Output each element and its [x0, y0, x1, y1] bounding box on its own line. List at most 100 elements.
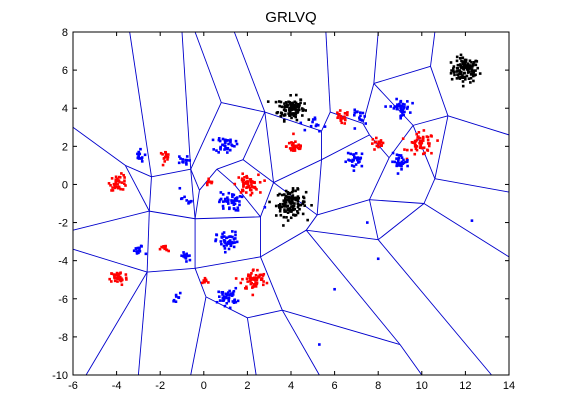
red-data-point — [245, 186, 248, 190]
red-data-point — [417, 131, 421, 134]
red-data-point — [338, 112, 341, 116]
y-tick-label: 8 — [62, 27, 68, 39]
red-data-point — [116, 185, 120, 189]
red-data-point — [250, 185, 254, 188]
blue-data-point — [221, 143, 224, 147]
red-data-point — [411, 141, 415, 144]
red-data-point — [252, 268, 255, 272]
y-tick-label: 2 — [62, 141, 68, 153]
blue-data-point — [220, 242, 223, 246]
red-data-point — [116, 280, 119, 283]
black-data-point — [294, 111, 298, 115]
blue-data-point — [358, 118, 362, 121]
boundary-line — [281, 309, 320, 376]
red-data-point — [346, 113, 349, 117]
red-data-point — [421, 135, 425, 139]
blue-data-point — [395, 105, 399, 108]
boundary-line — [325, 31, 331, 113]
blue-data-point — [140, 245, 143, 248]
black-data-point — [283, 193, 286, 196]
blue-data-point — [221, 296, 225, 300]
boundary-line — [305, 229, 401, 345]
blue-data-point — [240, 195, 244, 199]
blue-data-point — [215, 149, 218, 152]
black-data-point — [290, 205, 293, 208]
red-data-point — [428, 142, 431, 145]
black-data-point — [290, 112, 293, 115]
blue-data-point — [353, 108, 357, 112]
red-data-point — [288, 147, 292, 150]
black-data-point — [472, 60, 476, 64]
blue-data-point — [188, 200, 191, 203]
black-data-point — [286, 204, 290, 208]
red-data-point — [344, 112, 348, 115]
blue-data-point — [354, 152, 358, 155]
boundary-line — [147, 267, 196, 273]
blue-data-point — [179, 157, 182, 160]
blue-data-point — [138, 248, 141, 252]
blue-data-point — [231, 193, 234, 196]
red-data-point — [414, 147, 418, 150]
red-data-point — [114, 182, 118, 186]
red-data-point — [122, 173, 125, 177]
red-data-point — [202, 280, 206, 284]
black-data-point — [293, 202, 296, 205]
black-data-point — [452, 69, 455, 73]
black-data-point — [460, 59, 463, 63]
black-data-point — [281, 193, 284, 197]
red-data-point — [245, 176, 249, 180]
blue-data-point — [137, 150, 140, 154]
blue-data-point — [395, 97, 398, 101]
red-data-point — [113, 274, 116, 277]
red-data-point — [253, 181, 256, 185]
black-data-point — [274, 204, 278, 208]
black-data-point — [464, 58, 468, 62]
blue-data-point — [232, 238, 236, 241]
blue-data-point — [223, 247, 227, 250]
red-data-point — [164, 151, 167, 154]
red-data-point — [415, 132, 419, 136]
blue-data-point — [219, 191, 223, 194]
red-data-point — [380, 144, 383, 147]
blue-data-point — [219, 145, 222, 149]
blue-data-point — [376, 257, 380, 261]
black-data-point — [296, 210, 299, 213]
blue-data-point — [356, 158, 359, 162]
red-data-point — [254, 281, 257, 285]
boundary-line — [369, 157, 390, 200]
blue-data-point — [344, 160, 348, 164]
x-tick-label: 10 — [416, 380, 428, 392]
blue-data-point — [223, 304, 227, 308]
red-data-point — [110, 189, 113, 192]
blue-data-point — [232, 290, 236, 293]
blue-data-point — [222, 244, 226, 248]
black-data-point — [296, 108, 300, 112]
black-data-point — [293, 207, 297, 211]
blue-data-point — [354, 163, 358, 166]
blue-data-point — [220, 291, 224, 294]
blue-data-point — [315, 123, 318, 126]
black-data-point — [276, 193, 280, 197]
boundary-line — [434, 115, 449, 179]
blue-data-point — [215, 300, 219, 304]
y-tick-label: 6 — [62, 65, 68, 77]
black-data-point — [268, 200, 271, 204]
black-data-point — [304, 109, 307, 112]
blue-data-point — [227, 142, 230, 146]
blue-data-point — [360, 119, 364, 122]
red-data-point — [249, 180, 253, 184]
blue-data-point — [231, 230, 234, 233]
black-data-point — [458, 72, 461, 76]
blue-data-point — [234, 233, 237, 237]
blue-data-point — [174, 293, 178, 297]
blue-data-point — [403, 103, 406, 106]
red-data-point — [250, 272, 253, 275]
red-data-point — [375, 144, 379, 148]
red-data-point — [203, 276, 207, 280]
black-data-point — [286, 191, 289, 194]
blue-data-point — [232, 207, 236, 210]
black-data-point — [282, 108, 286, 112]
red-data-point — [200, 281, 204, 285]
boundary-line — [321, 111, 331, 132]
red-data-point — [292, 149, 295, 152]
